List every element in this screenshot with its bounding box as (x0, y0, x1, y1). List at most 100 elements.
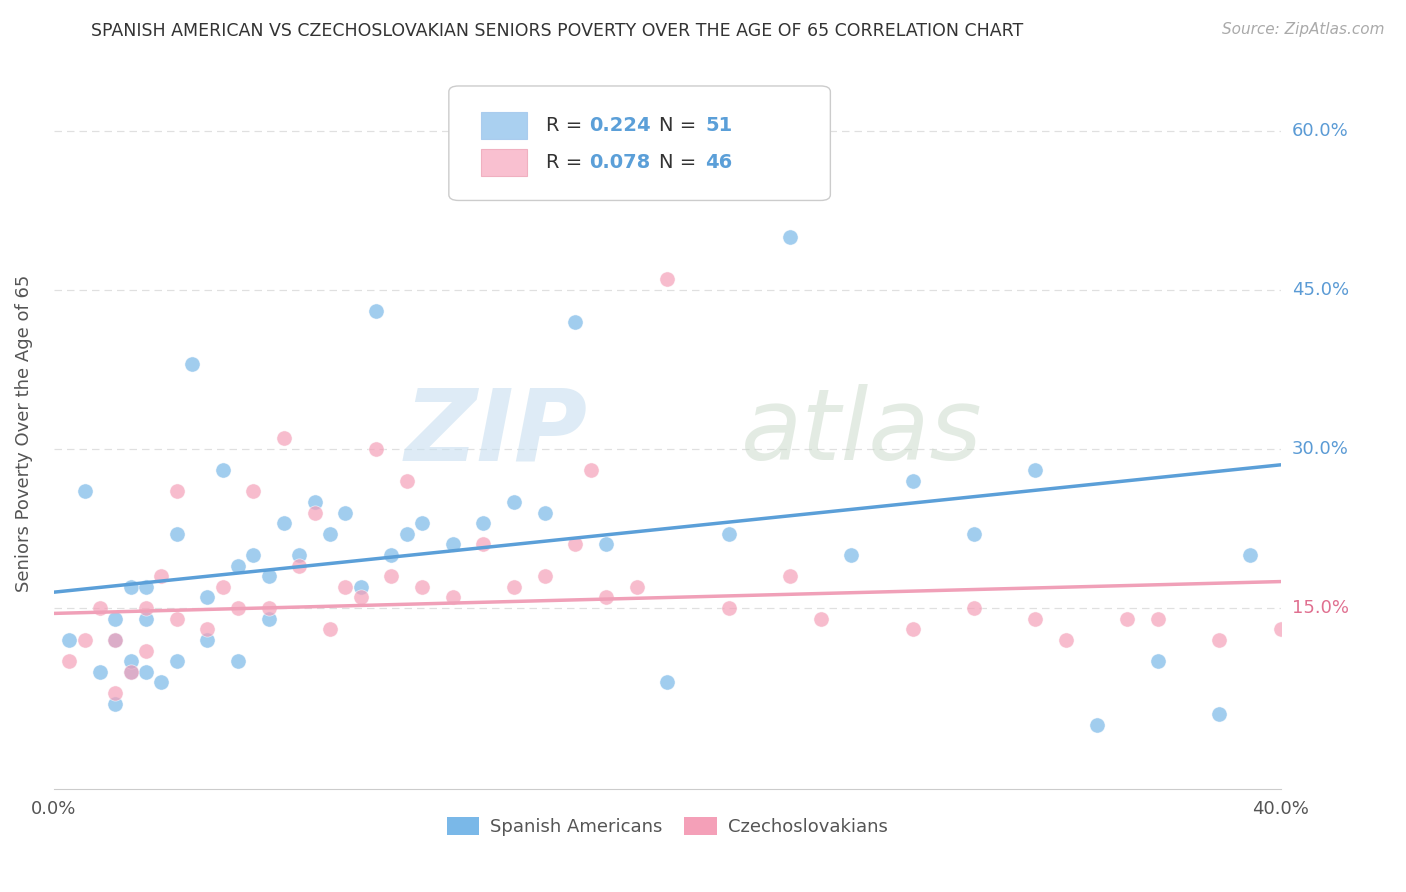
Point (120, 580, 142, 594)
Point (104, 632, 127, 647)
Point (304, 506, 326, 520)
Text: 30.0%: 30.0% (1292, 440, 1348, 458)
Point (472, 537, 495, 551)
Text: 15.0%: 15.0% (1292, 599, 1348, 617)
Point (166, 526, 188, 541)
Point (411, 516, 433, 531)
Point (1054, 632, 1077, 647)
Point (441, 537, 464, 551)
Point (120, 665, 142, 679)
Point (195, 623, 218, 637)
Point (595, 537, 617, 551)
Bar (481, 112, 527, 139)
Point (1024, 463, 1046, 477)
Point (657, 675, 679, 690)
Point (211, 463, 233, 477)
Point (1270, 623, 1292, 637)
Text: 46: 46 (706, 153, 733, 172)
Point (395, 474, 418, 488)
Bar (481, 149, 527, 177)
Point (626, 580, 648, 594)
Point (135, 601, 157, 615)
Point (135, 665, 157, 679)
Point (779, 569, 801, 583)
Text: ZIP: ZIP (405, 384, 588, 482)
Point (1147, 654, 1170, 668)
Point (395, 526, 418, 541)
Point (411, 580, 433, 594)
Point (335, 580, 357, 594)
Point (839, 548, 862, 562)
Point (242, 484, 264, 499)
Point (963, 526, 986, 541)
Point (579, 463, 602, 477)
Point (211, 580, 233, 594)
Point (89, 601, 111, 615)
Point (564, 314, 586, 328)
Text: R =: R = (546, 116, 588, 136)
Point (135, 612, 157, 626)
Point (901, 474, 924, 488)
Point (304, 495, 326, 509)
Point (135, 580, 157, 594)
Point (73, 484, 96, 499)
Point (166, 484, 188, 499)
Point (166, 612, 188, 626)
Text: Source: ZipAtlas.com: Source: ZipAtlas.com (1222, 22, 1385, 37)
Point (150, 675, 173, 690)
Point (104, 686, 127, 700)
Point (104, 632, 127, 647)
Point (595, 591, 617, 605)
Point (1147, 612, 1170, 626)
Point (166, 654, 188, 668)
Text: N =: N = (658, 116, 702, 136)
Point (963, 601, 986, 615)
Point (257, 612, 280, 626)
Y-axis label: Seniors Poverty Over the Age of 65: Seniors Poverty Over the Age of 65 (15, 275, 32, 591)
Point (472, 516, 495, 531)
Point (335, 506, 357, 520)
Point (441, 591, 464, 605)
Point (810, 612, 832, 626)
FancyBboxPatch shape (449, 86, 831, 201)
Text: 60.0%: 60.0% (1292, 121, 1348, 139)
Text: N =: N = (658, 153, 702, 172)
Point (1085, 718, 1108, 732)
Point (380, 548, 402, 562)
Point (380, 569, 402, 583)
Point (288, 548, 311, 562)
Point (1116, 612, 1139, 626)
Point (257, 601, 280, 615)
Legend: Spanish Americans, Czechoslovakians: Spanish Americans, Czechoslovakians (440, 810, 894, 844)
Point (58, 654, 80, 668)
Point (288, 558, 311, 573)
Text: 45.0%: 45.0% (1292, 281, 1348, 299)
Point (502, 495, 524, 509)
Point (273, 431, 295, 445)
Text: R =: R = (546, 153, 588, 172)
Point (104, 697, 127, 711)
Point (104, 612, 127, 626)
Point (226, 601, 249, 615)
Point (135, 643, 157, 657)
Point (319, 623, 342, 637)
Point (564, 537, 586, 551)
Point (195, 632, 218, 647)
Point (533, 569, 555, 583)
Point (73, 632, 96, 647)
Point (349, 591, 371, 605)
Point (273, 516, 295, 531)
Point (349, 580, 371, 594)
Point (120, 665, 142, 679)
Point (1208, 707, 1230, 722)
Point (257, 569, 280, 583)
Text: atlas: atlas (741, 384, 983, 482)
Point (779, 229, 801, 244)
Point (364, 304, 387, 318)
Point (226, 558, 249, 573)
Point (226, 654, 249, 668)
Point (717, 526, 740, 541)
Point (657, 272, 679, 286)
Point (120, 654, 142, 668)
Point (533, 506, 555, 520)
